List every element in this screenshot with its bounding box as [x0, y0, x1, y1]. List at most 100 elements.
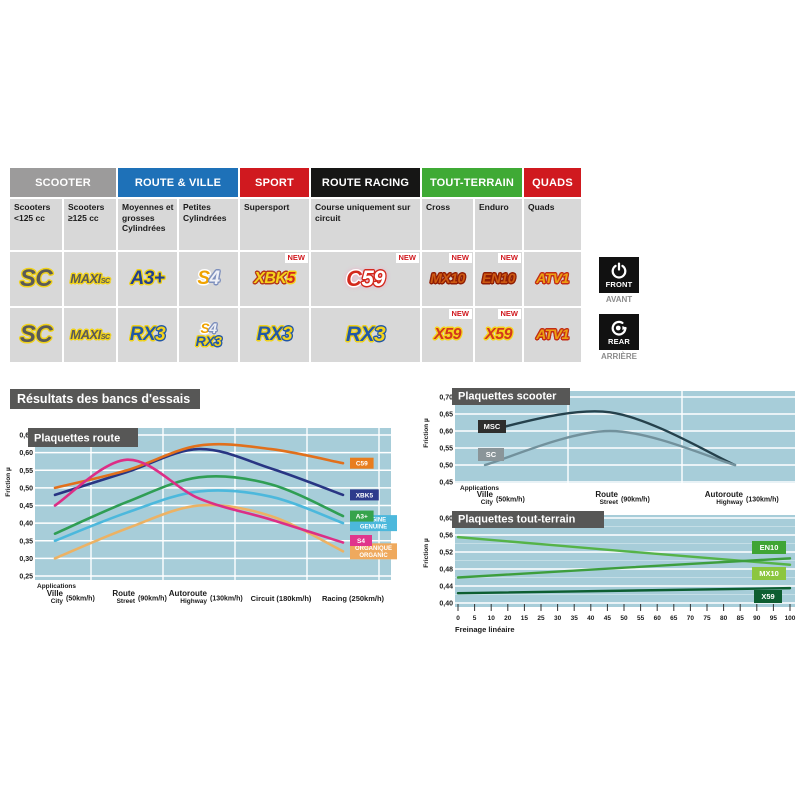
chart-plaquettes-tout-terrain: 0,60 0,56 0,52 0,48 0,44 0,40 Plaquettes tout-… [423, 511, 796, 634]
product-cell: RX3 [240, 308, 309, 362]
xtick-label: 15 [521, 615, 529, 622]
plot-area [455, 391, 795, 483]
results-section-title: Résultats des bancs d'essais [10, 389, 201, 409]
logo-rx3: RX3 [345, 323, 386, 347]
series-line-mx10 [456, 557, 792, 579]
new-badge: NEW [497, 253, 521, 264]
xtick-label: 65 [670, 615, 678, 622]
rear-badge-subtitle: ARRIÈRE [600, 352, 637, 361]
logo-part: 3 [282, 323, 293, 345]
y-axis-label: Friction µ [5, 467, 12, 497]
group-header-row: SCOOTER ROUTE & VILLE SPORT ROUTE RACING TOU… [10, 168, 581, 197]
logo-part: 3 [374, 323, 386, 347]
category-speed: (90km/h) [621, 497, 650, 504]
logo-maxisc: MAXISC [70, 272, 110, 285]
legend-label-organique-organic: ORGANIQUE [355, 546, 392, 552]
subheader-cross-6: Cross [422, 199, 473, 250]
category-label-fr: Route [112, 589, 135, 598]
category-label-en: Street [600, 499, 619, 506]
xtick-label: 75 [703, 615, 711, 622]
ytick-label: 0,50 [19, 485, 33, 492]
legend-chip-en10 [752, 541, 786, 554]
product-cell: NEW MX10 [422, 252, 473, 306]
series-line-origine-genuine [53, 489, 345, 543]
legend-chip-mx10 [752, 567, 786, 580]
x-axis-caption: Applications [460, 485, 499, 492]
xtick-label: 5 [473, 615, 477, 622]
logo-sc: SC [20, 322, 53, 347]
chart-title: Plaquettes tout-terrain [458, 514, 576, 526]
product-cell: MAXISC [64, 252, 116, 306]
x-axis-label: Freinage linéaire [455, 625, 515, 634]
series-line-sc [483, 429, 737, 467]
series-line-s4 [53, 458, 345, 544]
column-group-route-racing: ROUTE RACING [311, 168, 420, 197]
xtick-label: 85 [737, 615, 745, 622]
chart-plaquettes-route: 0,65 0,60 0,55 0,50 0,45 0,40 0,35 0,30 0,25 Plaq… [5, 428, 397, 605]
new-badge: NEW [284, 253, 308, 264]
new-badge: NEW [395, 253, 419, 264]
subheader-enduro-7: Enduro [475, 199, 522, 250]
category-label-fr: Ville [477, 490, 494, 499]
logo-part: EN10 [481, 270, 516, 287]
legend-label-s4: S4 [357, 538, 365, 545]
category-label-en: City [481, 499, 494, 506]
product-cell: S4 [179, 252, 238, 306]
rear-brake-icon [611, 320, 628, 336]
category-speed: (130km/h) [210, 596, 243, 603]
series-line-xbk5 [53, 447, 345, 497]
legend-chip-x59 [754, 590, 782, 603]
logo-part: RX [195, 333, 215, 349]
column-group-route-ville: ROUTE & VILLE [118, 168, 238, 197]
ytick-label: 0,56 [439, 533, 453, 540]
logo-part: ATV1 [536, 326, 569, 343]
front-badge-box: FRONT [599, 257, 639, 293]
category-label: Circuit (180km/h) [251, 594, 312, 603]
xtick-label: 100 [785, 615, 796, 622]
xtick-label: 25 [537, 615, 545, 622]
product-cell: ATV1 [524, 308, 581, 362]
column-group-scooter: SCOOTER [10, 168, 116, 197]
ytick-label: 0,70 [439, 395, 453, 402]
logo-atv1: ATV1 [536, 326, 569, 343]
xtick-label: 60 [654, 615, 662, 622]
product-cell: MAXISC [64, 308, 116, 362]
ytick-label: 0,60 [439, 516, 453, 523]
ytick-label: 0,40 [439, 601, 453, 608]
category-label-fr: Autoroute [705, 490, 744, 499]
series-line-msc [483, 410, 737, 467]
column-group-quads: QUADS [524, 168, 581, 197]
logo-c59: C59 [346, 265, 385, 291]
logo-x59: X59 [485, 327, 512, 343]
ytick-label: 0,44 [439, 584, 453, 591]
category-label-fr: Route [595, 490, 618, 499]
logo-part: 59 [361, 265, 385, 291]
logo-part: RX [345, 323, 375, 347]
legend-label-organique-organic: ORGANIC [359, 553, 388, 559]
legend-chip-xbk5 [350, 489, 379, 501]
xtick-label: 45 [604, 615, 612, 622]
series-line-c59 [53, 442, 345, 490]
logo-part: ATV1 [536, 270, 569, 287]
legend-label-origine-genuine: GENUINE [360, 525, 387, 531]
logo-part: 3 [155, 323, 166, 345]
legend-chip-s4 [350, 535, 372, 547]
rear-badge-box: REAR [599, 314, 639, 350]
legend-label-en10: EN10 [760, 543, 779, 552]
front-rear-legend: FRONT AVANT REAR ARRIÈRE [597, 257, 641, 371]
logo-atv1: ATV1 [536, 270, 569, 287]
legend-label-mx10: MX10 [759, 569, 779, 578]
logo-en10: EN10 [481, 270, 516, 287]
legend-chip-c59 [350, 457, 374, 469]
logo-rx3: RX3 [130, 323, 166, 345]
front-badge-subtitle: AVANT [605, 295, 633, 304]
subheader-scooters-0: Scooters <125 cc [10, 199, 62, 250]
column-group-tout-terrain: TOUT-TERRAIN [422, 168, 522, 197]
logo-part: SC [100, 332, 110, 341]
product-row-rear: SC MAXISC RX3 S4 RX3 RX3 RX3 NEW X59 NEW X59 ATV1 [10, 308, 581, 362]
chart-title-bar [452, 388, 570, 405]
legend-label-a3: A3+ [356, 514, 368, 521]
chart-title: Plaquettes route [34, 433, 120, 445]
xtick-label: 40 [587, 615, 595, 622]
logo-part: 5 [286, 270, 295, 288]
